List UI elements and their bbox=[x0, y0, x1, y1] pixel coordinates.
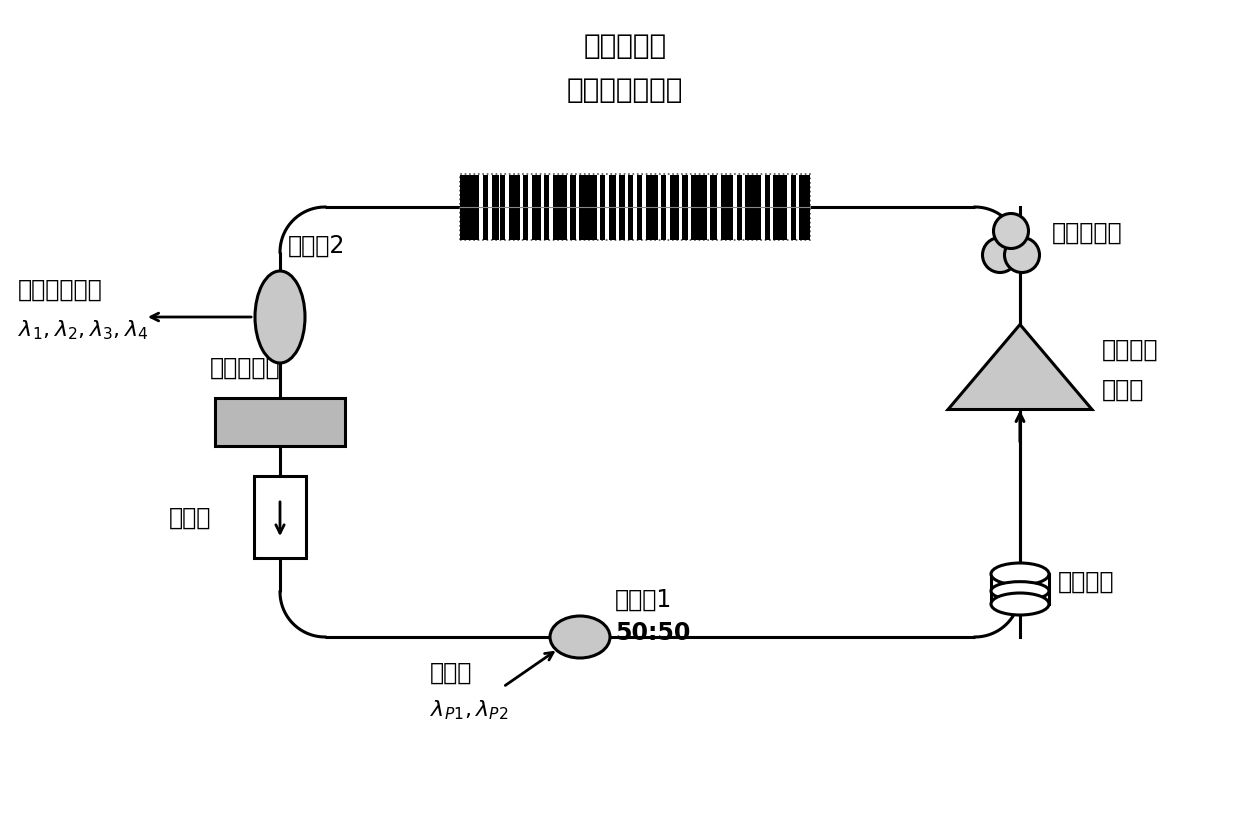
Text: 输出多路激光: 输出多路激光 bbox=[19, 278, 103, 302]
Bar bbox=[483, 208, 488, 240]
Text: 掺铒光纤: 掺铒光纤 bbox=[1101, 337, 1158, 361]
Bar bbox=[683, 175, 688, 208]
Text: 放大器: 放大器 bbox=[1101, 378, 1145, 402]
Bar bbox=[628, 175, 633, 208]
Bar bbox=[509, 208, 519, 240]
Bar bbox=[764, 208, 769, 240]
Bar bbox=[799, 208, 810, 240]
Bar bbox=[532, 175, 540, 208]
Bar bbox=[532, 208, 540, 240]
Bar bbox=[620, 208, 624, 240]
Bar bbox=[628, 208, 633, 240]
Bar bbox=[646, 175, 658, 208]
Text: 耦合器1: 耦合器1 bbox=[615, 587, 673, 611]
Bar bbox=[745, 175, 761, 208]
Bar bbox=[501, 175, 506, 208]
Bar bbox=[544, 175, 549, 208]
Bar bbox=[683, 208, 688, 240]
Bar bbox=[553, 208, 566, 240]
Text: $\lambda_1, \lambda_2, \lambda_3, \lambda_4$: $\lambda_1, \lambda_2, \lambda_3, \lambd… bbox=[19, 318, 149, 342]
Bar bbox=[600, 175, 605, 208]
Text: 偏振控制器: 偏振控制器 bbox=[1052, 221, 1123, 245]
Circle shape bbox=[983, 238, 1017, 273]
Text: 50:50: 50:50 bbox=[615, 620, 690, 644]
Text: 掺镁铌酸锂波导: 掺镁铌酸锂波导 bbox=[566, 76, 683, 104]
Bar bbox=[544, 208, 549, 240]
Bar bbox=[570, 208, 575, 240]
Ellipse shape bbox=[991, 593, 1049, 615]
Polygon shape bbox=[948, 325, 1092, 410]
Bar bbox=[721, 208, 733, 240]
Bar bbox=[608, 175, 616, 208]
Bar bbox=[790, 208, 795, 240]
Bar bbox=[460, 175, 810, 240]
Bar bbox=[620, 175, 624, 208]
Circle shape bbox=[994, 214, 1028, 249]
Bar bbox=[579, 208, 596, 240]
Text: 隔离器: 隔离器 bbox=[169, 505, 212, 529]
Bar bbox=[483, 175, 488, 208]
Bar bbox=[460, 175, 479, 208]
Bar bbox=[991, 574, 1049, 605]
Bar bbox=[600, 208, 605, 240]
Text: $\lambda_{P1}, \lambda_{P2}$: $\lambda_{P1}, \lambda_{P2}$ bbox=[430, 697, 508, 721]
Text: 非周期极化: 非周期极化 bbox=[584, 32, 667, 60]
Bar bbox=[799, 175, 810, 208]
Bar bbox=[501, 208, 506, 240]
Bar bbox=[691, 175, 706, 208]
Text: 耦合器2: 耦合器2 bbox=[287, 234, 346, 258]
Bar bbox=[637, 175, 642, 208]
Bar bbox=[710, 208, 717, 240]
Bar bbox=[579, 175, 596, 208]
Text: 保偏光纤: 保偏光纤 bbox=[1058, 569, 1115, 593]
Bar bbox=[662, 208, 667, 240]
Bar bbox=[670, 208, 679, 240]
Bar bbox=[773, 208, 787, 240]
Bar bbox=[523, 175, 528, 208]
Bar bbox=[670, 175, 679, 208]
Ellipse shape bbox=[991, 582, 1049, 600]
Bar bbox=[492, 175, 498, 208]
Bar bbox=[764, 175, 769, 208]
Bar bbox=[509, 175, 519, 208]
Bar bbox=[608, 208, 616, 240]
Bar bbox=[736, 208, 742, 240]
Bar bbox=[637, 208, 642, 240]
Text: 带通滤波器: 带通滤波器 bbox=[209, 356, 280, 380]
Ellipse shape bbox=[550, 616, 610, 658]
Bar bbox=[523, 208, 528, 240]
Ellipse shape bbox=[991, 563, 1049, 586]
Bar bbox=[773, 175, 787, 208]
Bar bbox=[736, 175, 742, 208]
Bar bbox=[553, 175, 566, 208]
Bar bbox=[710, 175, 717, 208]
Bar bbox=[216, 399, 344, 447]
Text: 泵浦光: 泵浦光 bbox=[430, 660, 472, 684]
Circle shape bbox=[1005, 238, 1040, 273]
Bar bbox=[492, 208, 498, 240]
Bar bbox=[745, 208, 761, 240]
Bar bbox=[254, 476, 306, 558]
Bar bbox=[460, 208, 479, 240]
Bar bbox=[662, 175, 667, 208]
Bar bbox=[790, 175, 795, 208]
Ellipse shape bbox=[255, 272, 305, 364]
Bar bbox=[691, 208, 706, 240]
Bar bbox=[646, 208, 658, 240]
Bar bbox=[570, 175, 575, 208]
Bar bbox=[721, 175, 733, 208]
